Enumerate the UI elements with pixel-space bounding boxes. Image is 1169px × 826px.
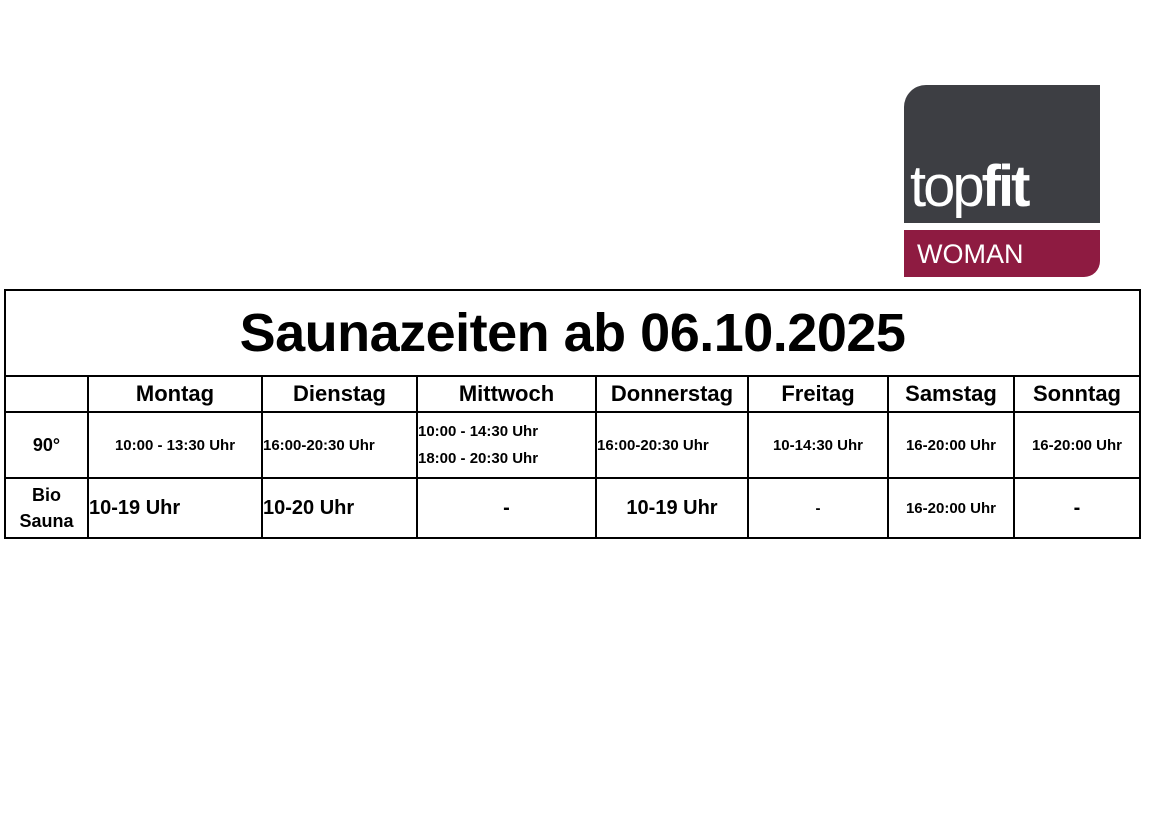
day-header: Donnerstag (595, 375, 749, 413)
time-cell: - (747, 477, 889, 539)
logo-accent-band: WOMAN (904, 230, 1100, 277)
time-line: 10:00 - 14:30 Uhr (418, 423, 539, 440)
logo-dark-panel: topfit (904, 85, 1100, 223)
time-cell: - (1013, 477, 1141, 539)
logo-wordmark: topfit (910, 154, 1031, 219)
row-label: Bio Sauna (4, 477, 89, 539)
time-cell: 16:00-20:30 Uhr (595, 411, 749, 479)
time-cell: 10-19 Uhr (595, 477, 749, 539)
table-row: Bio Sauna 10-19 Uhr 10-20 Uhr - 10-19 Uh… (4, 477, 1141, 539)
day-header: Dienstag (261, 375, 418, 413)
time-cell: 10-19 Uhr (87, 477, 263, 539)
table-row: 90° 10:00 - 13:30 Uhr 16:00-20:30 Uhr 10… (4, 411, 1141, 479)
time-cell: 10-20 Uhr (261, 477, 418, 539)
header-row: Montag Dienstag Mittwoch Donnerstag Frei… (4, 375, 1141, 413)
day-header: Mittwoch (416, 375, 597, 413)
logo-word-fit: fit (981, 154, 1031, 219)
time-cell: 16-20:00 Uhr (1013, 411, 1141, 479)
day-header: Samstag (887, 375, 1015, 413)
row-label: 90° (4, 411, 89, 479)
corner-cell (4, 375, 89, 413)
time-cell: 10-14:30 Uhr (747, 411, 889, 479)
time-line: 18:00 - 20:30 Uhr (418, 450, 539, 467)
time-cell: - (416, 477, 597, 539)
row-label-line: Bio (32, 485, 61, 505)
time-cell: 10:00 - 14:30 Uhr 18:00 - 20:30 Uhr (416, 411, 597, 479)
time-cell: 16-20:00 Uhr (887, 477, 1015, 539)
sauna-schedule-table: Saunazeiten ab 06.10.2025 Montag Diensta… (4, 289, 1141, 539)
page-title: Saunazeiten ab 06.10.2025 (4, 289, 1141, 377)
day-header: Sonntag (1013, 375, 1141, 413)
time-cell: 16:00-20:30 Uhr (261, 411, 418, 479)
topfit-woman-logo: topfit WOMAN (904, 85, 1100, 277)
day-header: Freitag (747, 375, 889, 413)
row-label-line: Sauna (19, 511, 74, 531)
time-cell: 10:00 - 13:30 Uhr (87, 411, 263, 479)
logo-word-top: top (910, 154, 985, 219)
day-header: Montag (87, 375, 263, 413)
time-cell: 16-20:00 Uhr (887, 411, 1015, 479)
logo-woman-text: WOMAN (917, 239, 1024, 269)
